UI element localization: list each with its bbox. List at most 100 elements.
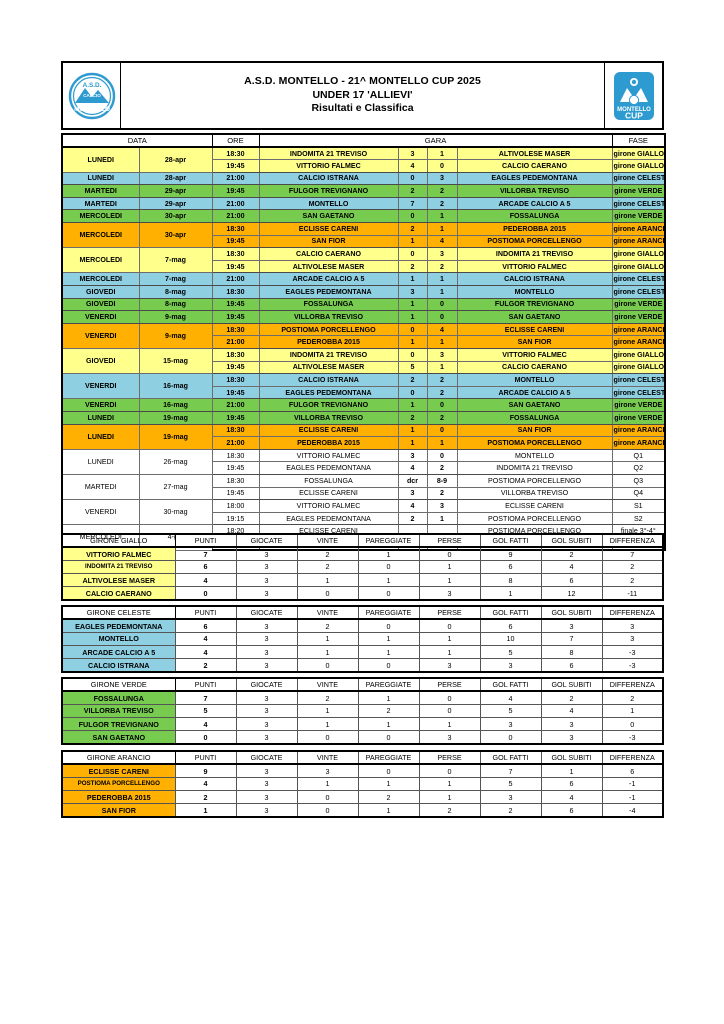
match-away-team: SAN GAETANO [456,310,613,324]
standings-pareggiate: 1 [357,803,420,818]
match-away-score: 1 [426,335,458,349]
match-home-score: 2 [397,373,428,387]
page-title: A.S.D. MONTELLO - 21^ MONTELLO CUP 2025 [244,74,481,87]
standings-header-row: GIRONE VERDE PUNTI GIOCATE VINTE PAREGGIATE P… [61,676,664,693]
match-date: 19-mag [138,410,213,425]
match-away-team: CALCIO CAERANO [456,360,613,375]
standings-vinte: 1 [296,645,359,660]
standings-col-header: GOL SUBITI [540,676,603,693]
standings-team-name: INDOMITA 21 TREVISO [61,559,176,575]
match-home-team: EAGLES PEDEMONTANA [258,511,399,526]
match-home-team: FOSSALUNGA [258,297,399,312]
match-away-team: MONTELLO [456,448,613,463]
match-phase: girone GIALLO [611,159,667,173]
match-away-team: FULGOR TREVIGNANO [456,297,613,312]
match-time: 21:00 [211,196,260,211]
match-phase: S1 [611,499,667,513]
standings-punti: 7 [174,546,237,561]
match-weekday: VENERDI [61,310,140,324]
standings-pareggiate: 2 [357,790,420,805]
standings-col-header: GIOCATE [235,676,298,693]
matches-header-row: DATA ORE GARA FASE [61,133,667,148]
match-away-score: 2 [426,385,458,400]
standings-col-header: GOL SUBITI [540,604,603,621]
standings-vinte: 0 [296,658,359,673]
standings-gol-fatti: 10 [479,631,542,647]
match-date: 28-apr [138,146,213,173]
standings-perse: 0 [418,763,481,778]
match-time: 19:45 [211,410,260,425]
match-weekday: MARTEDI [61,184,140,198]
standings-team-name: ARCADE CALCIO A 5 [61,645,176,660]
match-weekday: VENERDI [61,499,140,526]
standings-col-header: PUNTI [174,604,237,621]
standings-differenza: 2 [601,559,664,575]
match-date: 26-mag [138,448,213,475]
standings-vinte: 1 [296,631,359,647]
match-row: LUNEDI 28-apr 18:30 INDOMITA 21 TREVISO 3 1 AL… [61,146,667,173]
standings-perse: 0 [418,618,481,633]
standings-perse: 0 [418,690,481,705]
standings-punti: 4 [174,631,237,647]
standings-punti: 6 [174,618,237,633]
match-away-score: 1 [426,222,458,236]
match-home-score: 1 [397,423,428,438]
match-phase: girone ARANCIO [611,436,667,450]
standings-table-celeste: GIRONE CELESTE PUNTI GIOCATE VINTE PAREGGIAT… [61,604,664,673]
standings-team-name: CALCIO ISTRANA [61,658,176,673]
match-home-team: INDOMITA 21 TREVISO [258,348,399,362]
match-home-score: 1 [397,272,428,287]
match-home-score: 1 [397,297,428,312]
match-away-team: VILLORBA TREVISO [456,184,613,198]
standings-col-header: GIOCATE [235,532,298,549]
match-weekday: LUNEDI [61,423,140,450]
standings-punti: 4 [174,645,237,660]
match-home-team: CALCIO ISTRANA [258,373,399,387]
standings-vinte: 0 [296,586,359,601]
standings-gol-subiti: 2 [540,546,603,561]
standings-perse: 3 [418,730,481,745]
match-home-score: 2 [397,410,428,425]
match-time: 19:45 [211,486,260,501]
match-time: 18:30 [211,473,260,488]
match-date: 8-mag [138,297,213,312]
match-row: LUNEDI 19-mag 19:45 VILLORBA TREVISO 2 2 FOSSA… [61,410,667,425]
match-home-team: FOSSALUNGA [258,473,399,488]
standings-gol-fatti: 5 [479,703,542,719]
standings-col-header: PUNTI [174,749,237,766]
standings-punti: 4 [174,717,237,732]
match-date: 27-mag [138,473,213,501]
standings-perse: 1 [418,573,481,588]
standings-row: SAN GAETANO 0 3 0 0 3 0 3 -3 [61,730,664,745]
standings-col-header: PERSE [418,532,481,549]
standings-pareggiate: 0 [357,618,420,633]
match-home-team: INDOMITA 21 TREVISO [258,146,399,161]
standings-giocate: 3 [235,717,298,732]
standings-punti: 9 [174,763,237,778]
standings-giocate: 3 [235,763,298,778]
match-away-team: FOSSALUNGA [456,209,613,224]
standings-row: MONTELLO 4 3 1 1 1 10 7 3 [61,631,664,647]
standings-vinte: 0 [296,790,359,805]
standings-row: ECLISSE CARENI 9 3 3 0 0 7 1 6 [61,763,664,778]
match-home-score: 0 [397,171,428,186]
standings-col-header: VINTE [296,676,359,693]
match-away-team: VITTORIO FALMEC [456,348,613,362]
match-row: GIOVEDI 8-mag 19:45 FOSSALUNGA 1 0 FULGOR TREV… [61,297,667,312]
standings-perse: 0 [418,546,481,561]
standings-table-arancio: GIRONE ARANCIO PUNTI GIOCATE VINTE PAREGGIAT… [61,749,664,818]
standings-gol-subiti: 3 [540,717,603,732]
standings-col-header: GOL FATTI [479,532,542,549]
match-row: VENERDI 16-mag 21:00 FULGOR TREVIGNANO 1 0 SAN… [61,398,667,412]
svg-text:CALCIO: CALCIO [83,93,101,98]
standings-col-header: DIFFERENZA [601,532,664,549]
standings-col-header: PERSE [418,749,481,766]
match-phase: Q3 [611,473,667,488]
title-text-block: A.S.D. MONTELLO - 21^ MONTELLO CUP 2025 … [121,75,604,117]
standings-row: EAGLES PEDEMONTANA 6 3 2 0 0 6 3 3 [61,618,664,633]
match-home-team: ECLISSE CARENI [258,222,399,236]
match-date: 7-mag [138,247,213,274]
match-home-team: EAGLES PEDEMONTANA [258,461,399,475]
standings-gol-subiti: 7 [540,631,603,647]
match-weekday: LUNEDI [61,410,140,425]
